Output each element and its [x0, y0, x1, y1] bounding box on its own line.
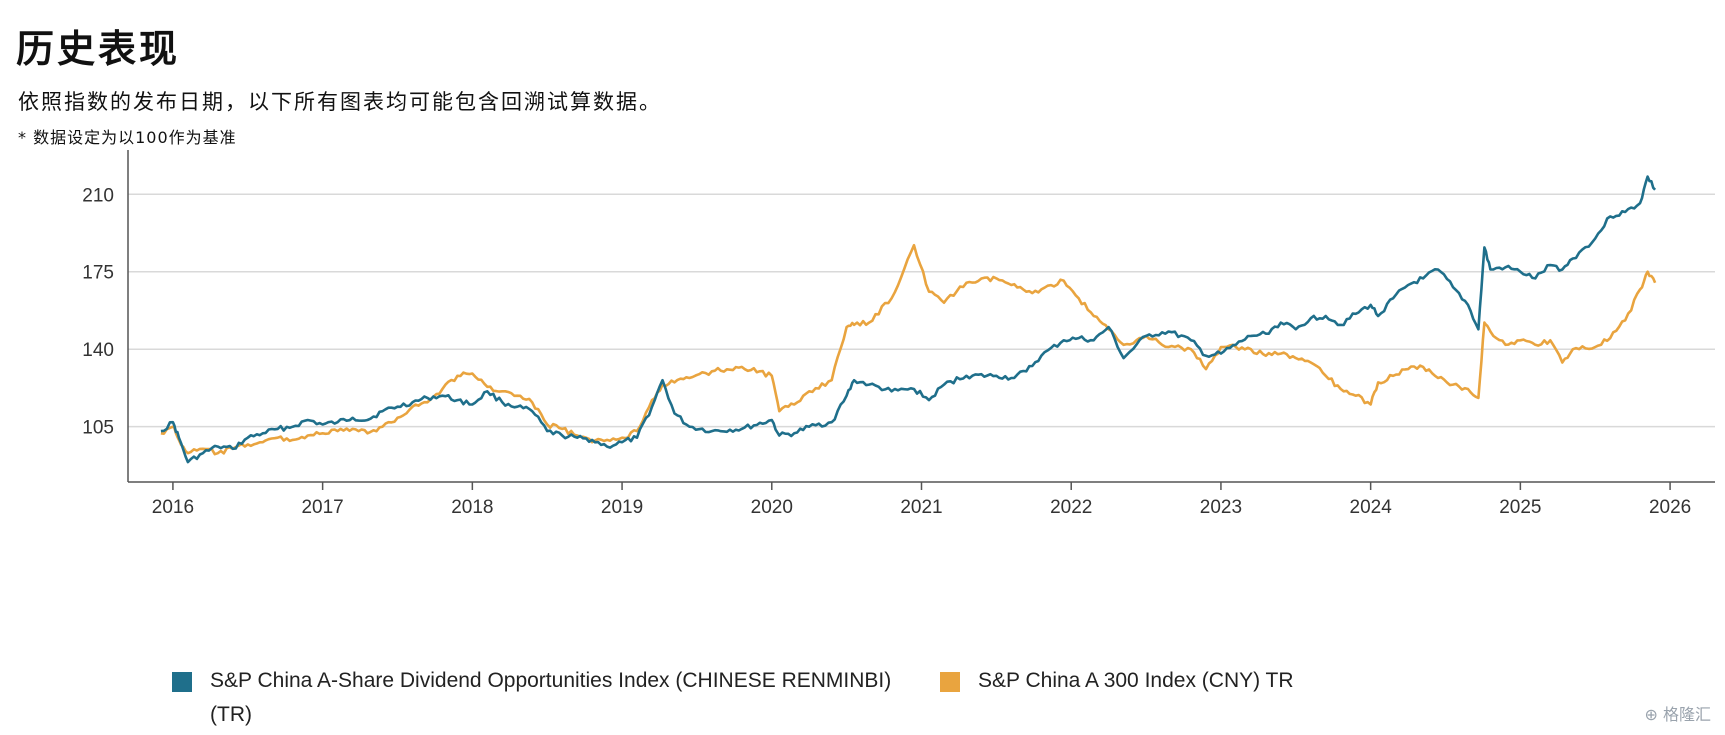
- x-tick-label: 2016: [152, 497, 194, 518]
- grid-lines: [128, 193, 1715, 428]
- axes: [127, 150, 1715, 490]
- y-tick-label: 175: [82, 263, 114, 284]
- legend-label-a300: S&P China A 300 Index (CNY) TR: [978, 669, 1294, 692]
- page-title: 历史表现: [16, 27, 181, 71]
- x-tick-label: 2023: [1200, 497, 1242, 518]
- watermark-text: 格隆汇: [1662, 705, 1711, 724]
- line-chart: 105 140 175 210 2016 2017 2018 2019 2020 2021 2022…: [82, 150, 1715, 518]
- series-lines: [160, 175, 1657, 464]
- x-tick-label: 2019: [601, 497, 643, 518]
- base-note: * 数据设定为以100作为基准: [18, 128, 237, 147]
- legend-item-a300[interactable]: S&P China A 300 Index (CNY) TR: [940, 664, 1440, 698]
- watermark-logo: ⊕ 格隆汇: [1644, 705, 1711, 724]
- tick-labels: 105 140 175 210 2016 2017 2018 2019 2020 2021 2022…: [82, 185, 1691, 518]
- x-tick-label: 2018: [451, 497, 493, 518]
- x-tick-label: 2022: [1050, 497, 1092, 518]
- x-tick-label: 2021: [900, 497, 942, 518]
- x-tick-label: 2017: [301, 497, 343, 518]
- y-tick-label: 210: [82, 185, 114, 206]
- legend-label-dividend: S&P China A-Share Dividend Opportunities…: [210, 669, 892, 726]
- page-subtitle: 依照指数的发布日期，以下所有图表均可能包含回溯试算数据。: [18, 90, 662, 114]
- series-line-a300: [160, 243, 1657, 456]
- x-tick-label: 2020: [751, 497, 793, 518]
- x-tick-label: 2025: [1499, 497, 1541, 518]
- legend-item-dividend[interactable]: S&P China A-Share Dividend Opportunities…: [172, 664, 892, 732]
- legend-swatch-a300: [940, 672, 960, 692]
- x-tick-label: 2026: [1649, 497, 1691, 518]
- legend-swatch-dividend: [172, 672, 192, 692]
- y-tick-label: 105: [82, 418, 114, 439]
- series-line-dividend-opportunities: [160, 175, 1657, 464]
- y-tick-label: 140: [82, 340, 114, 361]
- x-tick-label: 2024: [1350, 497, 1393, 518]
